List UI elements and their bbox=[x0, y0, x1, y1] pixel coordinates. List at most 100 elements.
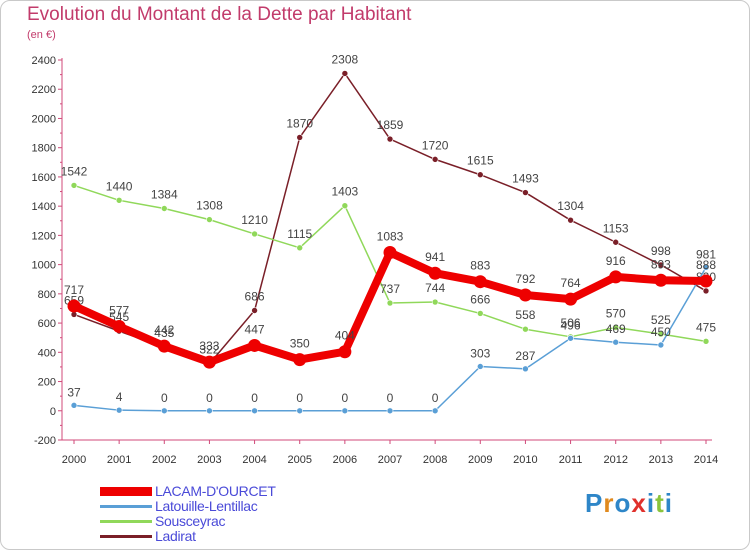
data-point bbox=[157, 339, 171, 353]
data-label: 2308 bbox=[332, 52, 359, 66]
legend-swatch-ladirat bbox=[100, 535, 152, 538]
data-label: 1493 bbox=[512, 172, 539, 186]
y-tick-label: 2400 bbox=[32, 55, 56, 67]
data-point bbox=[341, 202, 349, 210]
x-tick-label: 2014 bbox=[694, 454, 718, 466]
data-label: 1115 bbox=[287, 227, 312, 241]
data-label: 1153 bbox=[603, 221, 629, 235]
data-point bbox=[702, 287, 710, 295]
series-lacam-d-ourcet: 717 577 442 333 447 350 404 1083 941 883 792 764 916… bbox=[64, 229, 716, 369]
logo-letter: o bbox=[614, 488, 632, 518]
data-label: 37 bbox=[67, 385, 81, 399]
legend-label-sousceyrac: Sousceyrac bbox=[155, 513, 226, 529]
data-point bbox=[296, 407, 304, 415]
data-label: 883 bbox=[470, 259, 490, 273]
data-label: 0 bbox=[296, 391, 303, 405]
data-point bbox=[202, 355, 216, 369]
data-label: 1859 bbox=[377, 118, 404, 132]
data-point bbox=[522, 325, 529, 333]
data-label: 916 bbox=[606, 254, 626, 268]
data-point bbox=[70, 182, 78, 189]
data-label: 1210 bbox=[241, 213, 268, 227]
series-latouille-lentillac: 37 4 0 0 0 0 0 0 0 303 287 496 469 450 981 bbox=[67, 247, 716, 415]
data-label: 764 bbox=[561, 276, 581, 290]
data-point bbox=[341, 70, 349, 77]
data-label: 0 bbox=[206, 391, 213, 405]
data-label: 981 bbox=[696, 247, 716, 261]
y-tick-label: 1000 bbox=[32, 260, 56, 272]
data-point bbox=[251, 407, 258, 415]
data-point bbox=[473, 275, 487, 289]
legend-label-ladirat: Ladirat bbox=[155, 528, 196, 544]
data-label: 998 bbox=[651, 244, 671, 258]
logo-letter: i bbox=[646, 488, 656, 518]
data-point bbox=[699, 274, 713, 288]
data-point bbox=[386, 299, 394, 307]
data-point bbox=[702, 264, 710, 271]
data-point bbox=[383, 245, 397, 259]
data-label: 717 bbox=[64, 283, 84, 297]
data-point bbox=[431, 407, 439, 415]
data-point bbox=[518, 288, 532, 302]
data-point bbox=[522, 365, 529, 373]
data-label: 1083 bbox=[377, 229, 404, 243]
x-tick-label: 2003 bbox=[197, 454, 221, 466]
data-point bbox=[296, 244, 304, 252]
data-label: 0 bbox=[251, 391, 258, 405]
data-point bbox=[431, 156, 439, 163]
logo-letter: x bbox=[631, 488, 647, 518]
data-point bbox=[160, 407, 168, 415]
data-label: 0 bbox=[161, 391, 168, 405]
data-label: 577 bbox=[109, 303, 129, 317]
data-label: 0 bbox=[432, 391, 439, 405]
data-point bbox=[567, 216, 574, 224]
data-point bbox=[476, 363, 484, 370]
data-label: 941 bbox=[425, 250, 445, 264]
legend-label-latouille: Latouille-Lentillac bbox=[155, 498, 258, 514]
data-point bbox=[293, 353, 307, 367]
data-label: 744 bbox=[425, 281, 445, 295]
y-tick-label: 2200 bbox=[32, 84, 56, 96]
data-label: 496 bbox=[561, 318, 581, 332]
y-tick-label: -200 bbox=[34, 435, 56, 447]
data-point bbox=[112, 319, 126, 333]
data-label: 333 bbox=[199, 339, 219, 353]
data-label: 442 bbox=[154, 323, 174, 337]
data-point bbox=[654, 273, 668, 287]
data-point bbox=[702, 338, 710, 345]
x-tick-label: 2002 bbox=[152, 454, 176, 466]
x-tick-label: 2012 bbox=[603, 454, 627, 466]
x-tick-label: 2004 bbox=[242, 454, 266, 466]
y-tick-label: 1600 bbox=[32, 172, 56, 184]
proxiti-logo: Proxiti bbox=[585, 488, 673, 519]
data-label: 737 bbox=[380, 282, 400, 296]
data-label: 322 bbox=[199, 343, 219, 357]
data-point bbox=[115, 406, 123, 414]
y-tick-label: 2000 bbox=[32, 113, 56, 125]
x-tick-label: 2013 bbox=[649, 454, 673, 466]
data-point bbox=[386, 135, 394, 143]
data-label: 525 bbox=[651, 313, 671, 327]
data-label: 570 bbox=[606, 306, 626, 320]
y-tick-label: 0 bbox=[50, 406, 56, 418]
data-point bbox=[567, 334, 574, 342]
data-point bbox=[296, 134, 304, 141]
data-label: 1870 bbox=[286, 116, 313, 130]
x-tick-label: 2007 bbox=[378, 454, 402, 466]
data-point bbox=[341, 407, 349, 415]
logo-letter: t bbox=[655, 488, 665, 518]
data-label: 893 bbox=[651, 257, 671, 271]
data-label: 1720 bbox=[422, 138, 449, 152]
data-point bbox=[248, 338, 262, 352]
data-point bbox=[70, 402, 78, 409]
data-point bbox=[206, 216, 213, 223]
data-point bbox=[657, 261, 665, 269]
x-tick-label: 2001 bbox=[107, 454, 131, 466]
x-tick-label: 2011 bbox=[559, 454, 583, 466]
data-point bbox=[476, 310, 484, 317]
x-tick-label: 2010 bbox=[513, 454, 537, 466]
logo-letter: P bbox=[585, 488, 604, 518]
data-point bbox=[612, 338, 620, 346]
data-label: 469 bbox=[606, 322, 626, 336]
